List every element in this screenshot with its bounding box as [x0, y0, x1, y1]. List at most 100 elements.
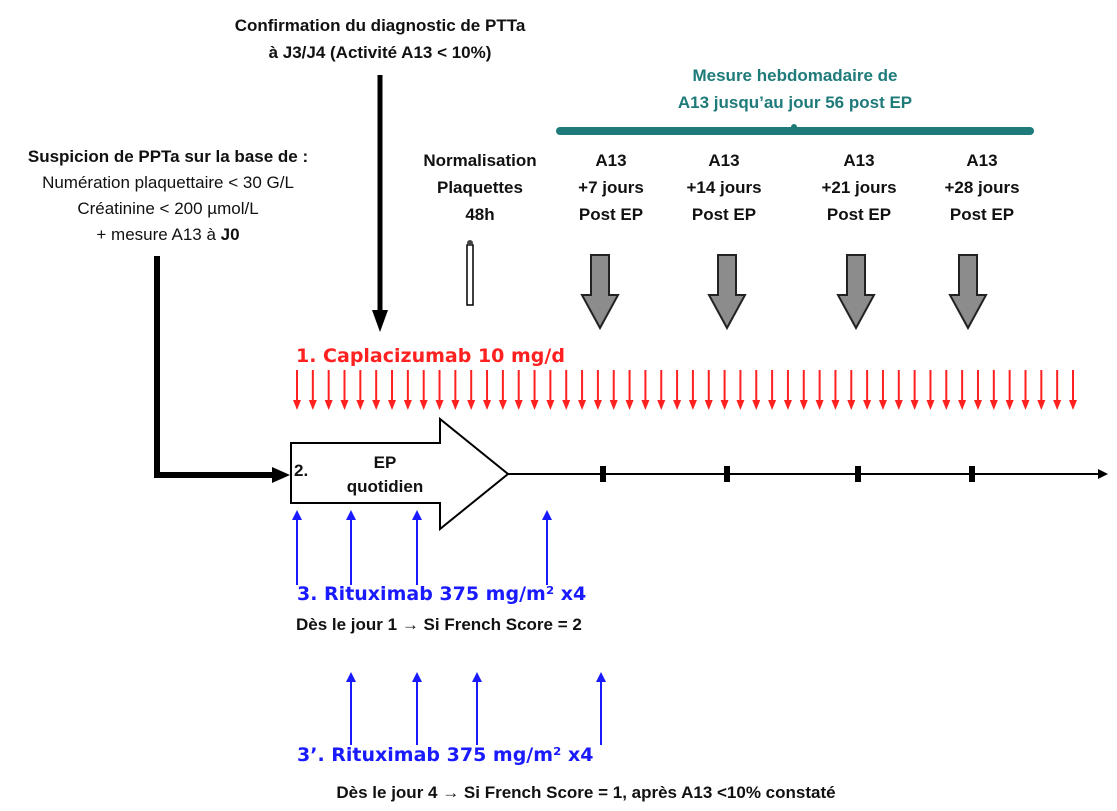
a13-tp3-line-1: A13	[843, 151, 875, 170]
red-arrow	[356, 370, 365, 410]
confirmation-text: Confirmation du diagnostic de PTTa à J3/…	[180, 12, 580, 66]
suspicion-line-3-prefix: + mesure A13 à	[96, 225, 221, 244]
red-arrow	[372, 370, 381, 410]
timeline-axis	[505, 466, 1108, 482]
ep-block-arrow	[290, 416, 510, 532]
normalisation-line-3: 48h	[465, 205, 495, 224]
red-arrow	[403, 370, 412, 410]
red-arrow	[942, 370, 951, 410]
red-arrow	[609, 370, 618, 410]
ep-line-2: quotidien	[346, 477, 424, 496]
suspicion-text: Suspicion de PPTa sur la base de : Numér…	[0, 144, 336, 248]
rituximab-2-arrow-2	[412, 672, 422, 745]
rituximab-1-arrow-1	[292, 510, 302, 585]
confirmation-line-2: à J3/J4 (Activité A13 < 10%)	[268, 43, 492, 62]
gray-arrow-4	[948, 254, 988, 331]
ep-line-1: EP	[373, 453, 397, 472]
red-arrow	[546, 370, 555, 410]
a13-timepoint-3: A13 +21 jours Post EP	[799, 147, 919, 228]
ep-number: 2.	[294, 461, 309, 480]
red-arrow	[1037, 370, 1046, 410]
confirmation-arrow	[372, 75, 388, 332]
red-arrow	[720, 370, 729, 410]
red-arrow	[1053, 370, 1062, 410]
red-arrow	[530, 370, 539, 410]
red-arrow	[578, 370, 587, 410]
a13-tp2-line-2: +14 jours	[686, 178, 762, 197]
a13-gray-arrows	[580, 254, 988, 331]
red-arrow	[388, 370, 397, 410]
rituximab-2-arrow-4	[596, 672, 606, 745]
suspicion-line-2: Créatinine < 200 µmol/L	[77, 199, 259, 218]
red-arrow	[815, 370, 824, 410]
a13-tp2-line-1: A13	[708, 151, 740, 170]
red-arrow	[752, 370, 761, 410]
a13-tp1-line-3: Post EP	[578, 205, 644, 224]
suspicion-arrow	[154, 256, 290, 483]
red-arrow	[1021, 370, 1030, 410]
rituximab-1-note: Dès le jour 1 → Si French Score = 2	[296, 615, 582, 634]
suspicion-line-1: Numération plaquettaire < 30 G/L	[42, 173, 294, 192]
red-arrow	[324, 370, 333, 410]
rituximab-1-label: 3. Rituximab 375 mg/m² x4	[297, 583, 586, 605]
normalisation-text: Normalisation Plaquettes 48h	[405, 147, 555, 228]
weekly-bracket	[556, 124, 1034, 135]
a13-tp3-line-3: Post EP	[826, 205, 892, 224]
red-arrow	[419, 370, 428, 410]
red-arrow	[641, 370, 650, 410]
a13-timepoint-1: A13 +7 jours Post EP	[551, 147, 671, 228]
gray-arrow-2	[707, 254, 747, 331]
red-arrow	[593, 370, 602, 410]
a13-tp1-line-1: A13	[595, 151, 627, 170]
red-arrow	[340, 370, 349, 410]
rituximab-1-arrow-4	[542, 510, 552, 585]
red-arrow	[831, 370, 840, 410]
weekly-measure-text: Mesure hebdomadaire de A13 jusqu’au jour…	[610, 62, 980, 116]
red-arrow	[783, 370, 792, 410]
red-arrow	[435, 370, 444, 410]
red-arrow	[847, 370, 856, 410]
a13-timepoint-4: A13 +28 jours Post EP	[922, 147, 1042, 228]
red-arrow	[673, 370, 682, 410]
rituximab-2-note: Dès le jour 4 → Si French Score = 1, apr…	[336, 783, 836, 802]
suspicion-line-3: + mesure A13 à J0	[0, 222, 336, 248]
red-arrow	[657, 370, 666, 410]
rituximab-1-arrow-2	[346, 510, 356, 585]
a13-tp4-line-1: A13	[966, 151, 998, 170]
red-arrow	[704, 370, 713, 410]
normalisation-line-2: Plaquettes	[437, 178, 523, 197]
a13-timepoint-2: A13 +14 jours Post EP	[664, 147, 784, 228]
rituximab-1-arrow-3	[412, 510, 422, 585]
caplacizumab-label: 1. Caplacizumab 10 mg/d	[296, 345, 565, 367]
red-arrow	[308, 370, 317, 410]
red-arrow	[562, 370, 571, 410]
red-arrow	[878, 370, 887, 410]
a13-tp3-line-2: +21 jours	[821, 178, 897, 197]
ep-text: EP quotidien	[325, 451, 445, 499]
suspicion-title: Suspicion de PPTa sur la base de :	[27, 147, 309, 166]
red-arrow	[989, 370, 998, 410]
gray-arrow-1	[580, 254, 620, 331]
gray-arrow-3	[836, 254, 876, 331]
rituximab-2-arrow-3	[472, 672, 482, 745]
confirmation-line-1: Confirmation du diagnostic de PTTa	[234, 16, 526, 35]
red-arrow	[467, 370, 476, 410]
red-arrow	[910, 370, 919, 410]
red-arrow	[1069, 370, 1077, 410]
red-arrow	[768, 370, 777, 410]
red-arrow	[688, 370, 697, 410]
rituximab-2-arrows	[346, 672, 606, 745]
red-arrow	[514, 370, 523, 410]
rituximab-1-arrows	[292, 510, 552, 585]
a13-tp4-line-3: Post EP	[949, 205, 1015, 224]
red-arrow	[498, 370, 507, 410]
red-arrow	[894, 370, 903, 410]
a13-tp2-line-3: Post EP	[691, 205, 757, 224]
red-arrow	[293, 370, 301, 410]
weekly-line-2: A13 jusqu’au jour 56 post EP	[677, 93, 913, 112]
red-arrow	[926, 370, 935, 410]
red-arrow	[625, 370, 634, 410]
a13-tp4-line-2: +28 jours	[944, 178, 1020, 197]
normalisation-marker	[466, 240, 474, 306]
